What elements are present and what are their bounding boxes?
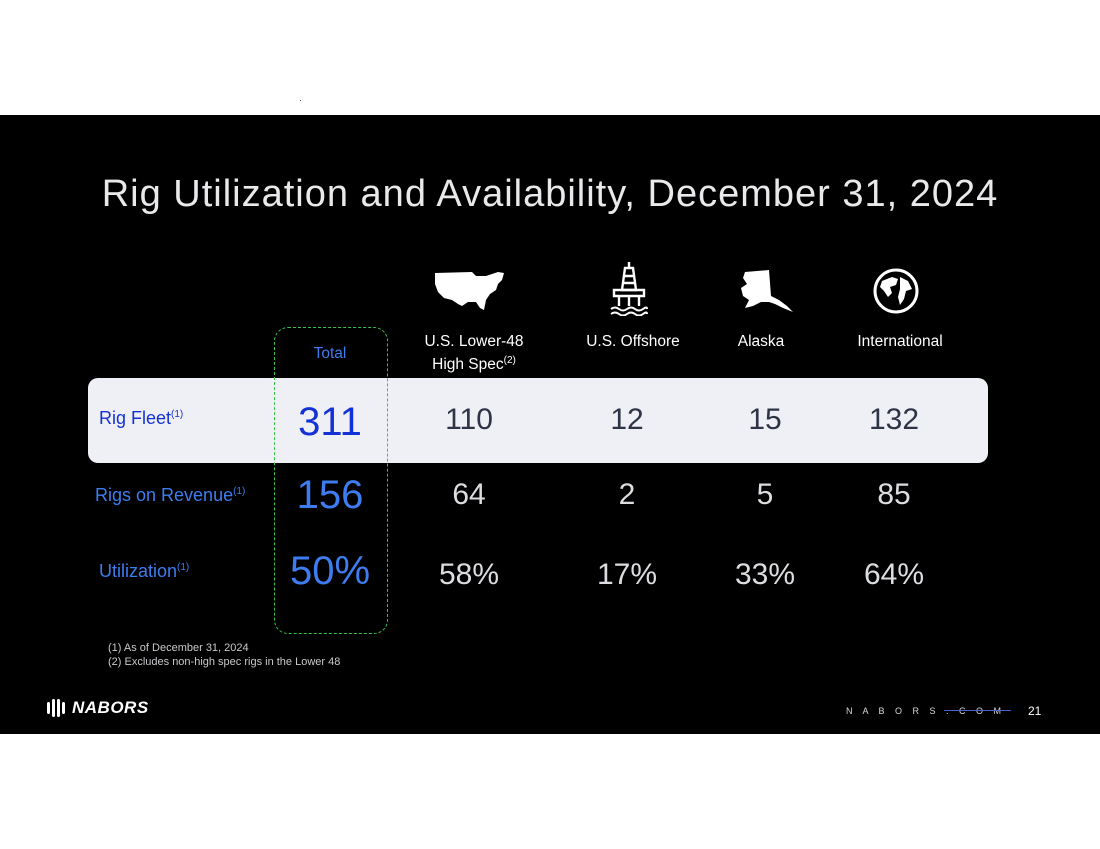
nabors-logo-icon [47,699,65,717]
cell-utilization-total: 50% [289,549,371,593]
offshore-rig-icon [610,262,648,316]
slide-title: Rig Utilization and Availability, Decemb… [101,173,999,215]
nabors-logo: NABORS [46,698,149,718]
nabors-logo-text: NABORS [72,698,149,717]
row-label-rigs-on-revenue: Rigs on Revenue(1) [95,485,245,506]
cell-revenue-alaska: 5 [756,478,774,511]
row-label-rig-fleet-text: Rig Fleet [99,408,172,428]
column-header-offshore: U.S. Offshore [586,333,680,350]
us-map-icon [435,272,504,310]
slide: Rig Utilization and Availability, Decemb… [0,115,1100,734]
cell-fleet-total: 311 [298,400,362,444]
column-header-total: Total [313,345,347,362]
row-label-utilization-text: Utilization [99,561,178,581]
row-label-utilization: Utilization(1) [99,561,189,582]
page-number: 21 [1028,704,1042,718]
column-header-alaska: Alaska [737,333,785,350]
cell-revenue-international: 85 [877,478,911,511]
column-header-lower48: U.S. Lower-48 High Spec(2) [400,332,548,374]
footnote-ref-1: (1) [233,486,246,497]
column-header-lower48-line2: High Spec [432,356,504,374]
footer-url: N A B O R S . C O M [846,706,1006,716]
footnote-2: (2) Excludes non-high spec rigs in the L… [108,656,341,668]
cell-fleet-lower48: 110 [445,403,493,436]
cell-utilization-international: 64% [863,558,925,591]
cell-fleet-offshore: 12 [610,403,644,436]
footnote-ref-1: (1) [177,562,190,573]
footnote-1: (1) As of December 31, 2024 [108,642,249,654]
cell-fleet-international: 132 [868,403,920,436]
row-label-rigs-on-revenue-text: Rigs on Revenue [95,485,234,505]
cell-revenue-lower48: 64 [452,478,486,511]
rig-fleet-highlight-band [88,378,988,463]
alaska-map-icon [741,270,793,312]
footnote-ref-1: (1) [171,409,184,420]
footnote-ref-2: (2) [503,355,516,366]
column-header-lower48-line1: U.S. Lower-48 [424,333,524,350]
cell-utilization-offshore: 17% [596,558,658,591]
row-label-rig-fleet: Rig Fleet(1) [99,408,183,429]
cell-fleet-alaska: 15 [748,403,782,436]
cell-utilization-alaska: 33% [734,558,796,591]
footer-divider [944,710,1011,711]
total-column-highlight [274,327,388,634]
globe-icon [873,268,919,314]
cell-revenue-offshore: 2 [618,478,636,511]
cell-utilization-lower48: 58% [438,558,500,591]
stray-dot [300,100,301,101]
column-header-international: International [857,333,943,350]
cell-revenue-total: 156 [296,473,364,517]
